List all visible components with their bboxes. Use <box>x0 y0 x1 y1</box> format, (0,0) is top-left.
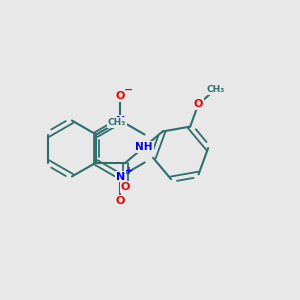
Text: O: O <box>116 92 125 101</box>
Text: CH₃: CH₃ <box>206 85 224 94</box>
Text: +: + <box>125 166 133 176</box>
Text: O: O <box>116 196 125 206</box>
Text: N: N <box>116 172 125 182</box>
Text: O: O <box>194 99 203 109</box>
Text: CH₃: CH₃ <box>108 118 126 127</box>
Text: O: O <box>121 182 130 192</box>
Text: −: − <box>124 85 134 95</box>
Text: N: N <box>116 116 125 126</box>
Text: NH: NH <box>135 142 153 152</box>
